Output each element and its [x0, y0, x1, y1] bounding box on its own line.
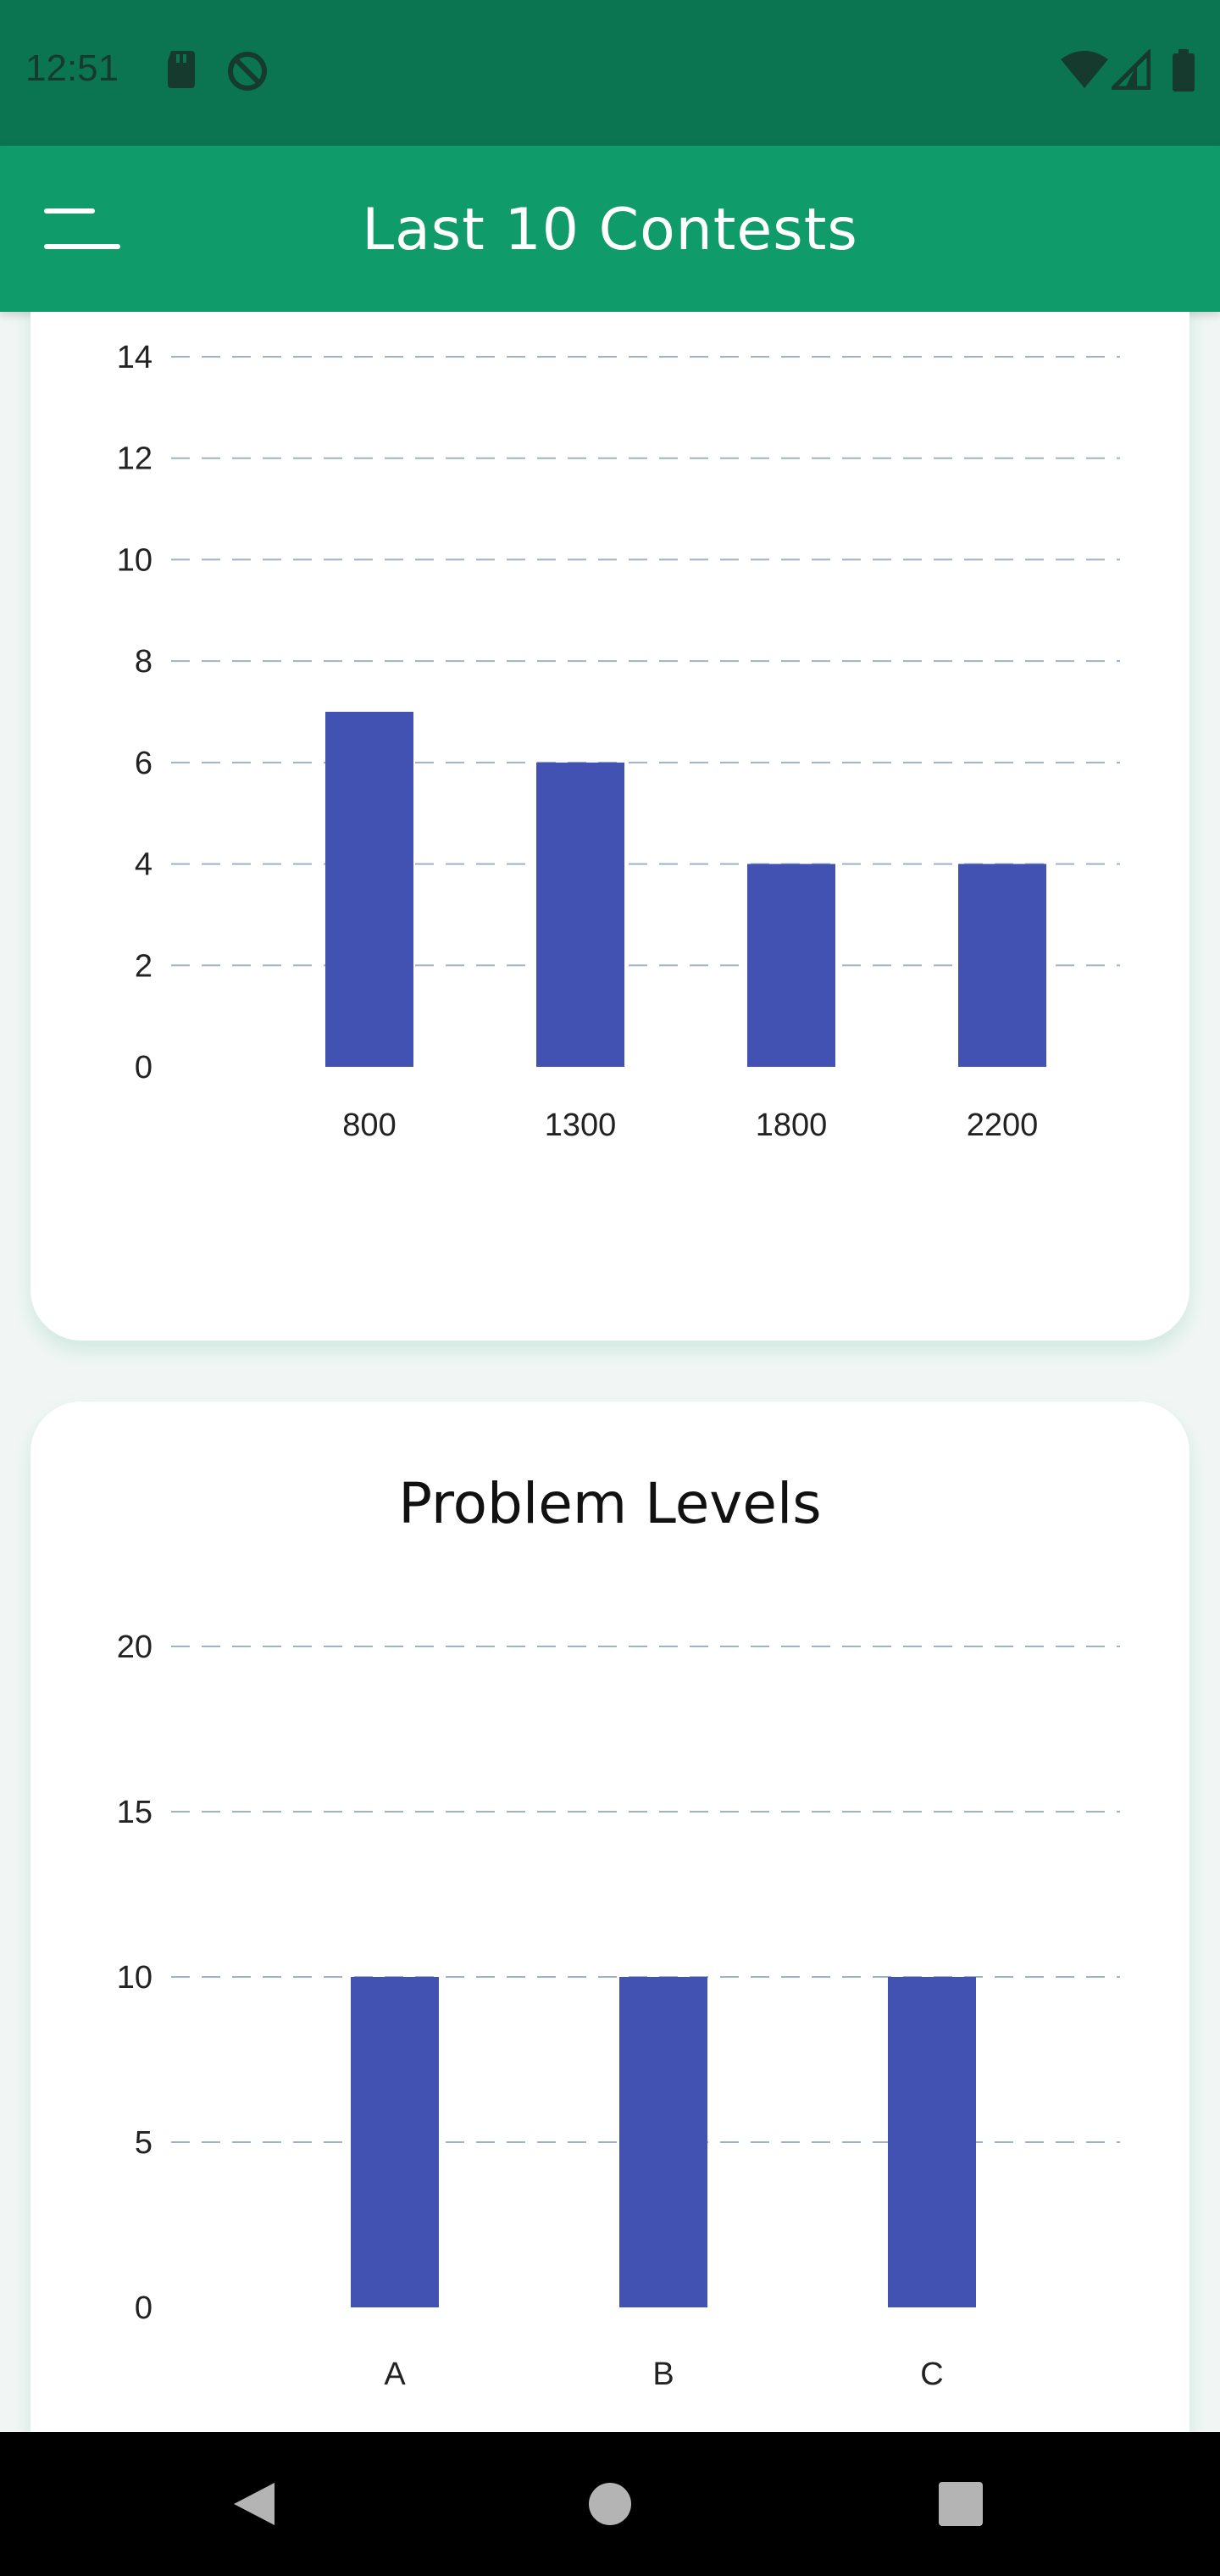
y-tick-label: 2 — [135, 948, 152, 984]
y-tick-label: 6 — [135, 746, 152, 781]
page-title: Last 10 Contests — [362, 197, 858, 264]
app-bar: Last 10 Contests — [0, 146, 1220, 312]
bar — [536, 762, 624, 1067]
sd-card-icon — [168, 51, 195, 88]
bar — [958, 863, 1046, 1067]
status-bar: 12:51 — [0, 0, 1220, 146]
home-icon[interactable] — [542, 2432, 678, 2576]
charts-scroll-area[interactable]: 0 2 4 6 8 10 12 14 800 1300 1800 2200 Problem Level… — [0, 312, 1220, 2432]
y-tick-label: 0 — [135, 1050, 152, 1085]
rating-chart-card: 0 2 4 6 8 10 12 14 800 1300 1800 2200 — [30, 312, 1190, 1341]
signal-icon — [1112, 49, 1151, 90]
back-icon[interactable] — [186, 2432, 322, 2576]
x-tick-label: 1800 — [756, 1108, 828, 1143]
y-tick-label: 5 — [135, 2125, 152, 2161]
menu-icon[interactable] — [44, 207, 122, 251]
wifi-icon — [1061, 51, 1108, 88]
y-tick-label: 20 — [117, 1629, 152, 1665]
y-tick-label: 8 — [135, 644, 152, 680]
problem-levels-card: Problem Levels 0 5 10 15 20 A B C — [30, 1402, 1190, 2432]
navigation-bar — [0, 2432, 1220, 2576]
battery-icon — [1173, 49, 1195, 92]
bar — [747, 863, 835, 1067]
x-tick-label: A — [384, 2357, 406, 2392]
bar — [888, 1977, 976, 2307]
x-tick-label: 2200 — [967, 1108, 1039, 1143]
no-disturb-icon — [228, 52, 267, 91]
problem-levels-bar-chart: 0 5 10 15 20 A B C — [117, 1629, 1120, 2392]
status-time: 12:51 — [25, 47, 119, 89]
y-tick-label: 12 — [117, 441, 152, 477]
x-tick-label: B — [652, 2357, 674, 2392]
y-tick-label: 4 — [135, 847, 152, 883]
bar — [351, 1977, 439, 2307]
recents-icon[interactable] — [893, 2432, 1029, 2576]
bar — [619, 1977, 707, 2307]
x-tick-label: C — [920, 2357, 943, 2392]
y-tick-label: 10 — [117, 542, 152, 578]
y-tick-label: 10 — [117, 1960, 152, 1996]
y-tick-label: 0 — [135, 2290, 152, 2326]
chart-title: Problem Levels — [398, 1471, 822, 1536]
x-tick-label: 1300 — [545, 1108, 617, 1143]
y-tick-label: 15 — [117, 1795, 152, 1830]
y-tick-label: 14 — [117, 340, 152, 375]
x-tick-label: 800 — [342, 1108, 396, 1143]
rating-bar-chart: 0 2 4 6 8 10 12 14 800 1300 1800 2200 — [117, 340, 1120, 1143]
bar — [325, 712, 413, 1067]
